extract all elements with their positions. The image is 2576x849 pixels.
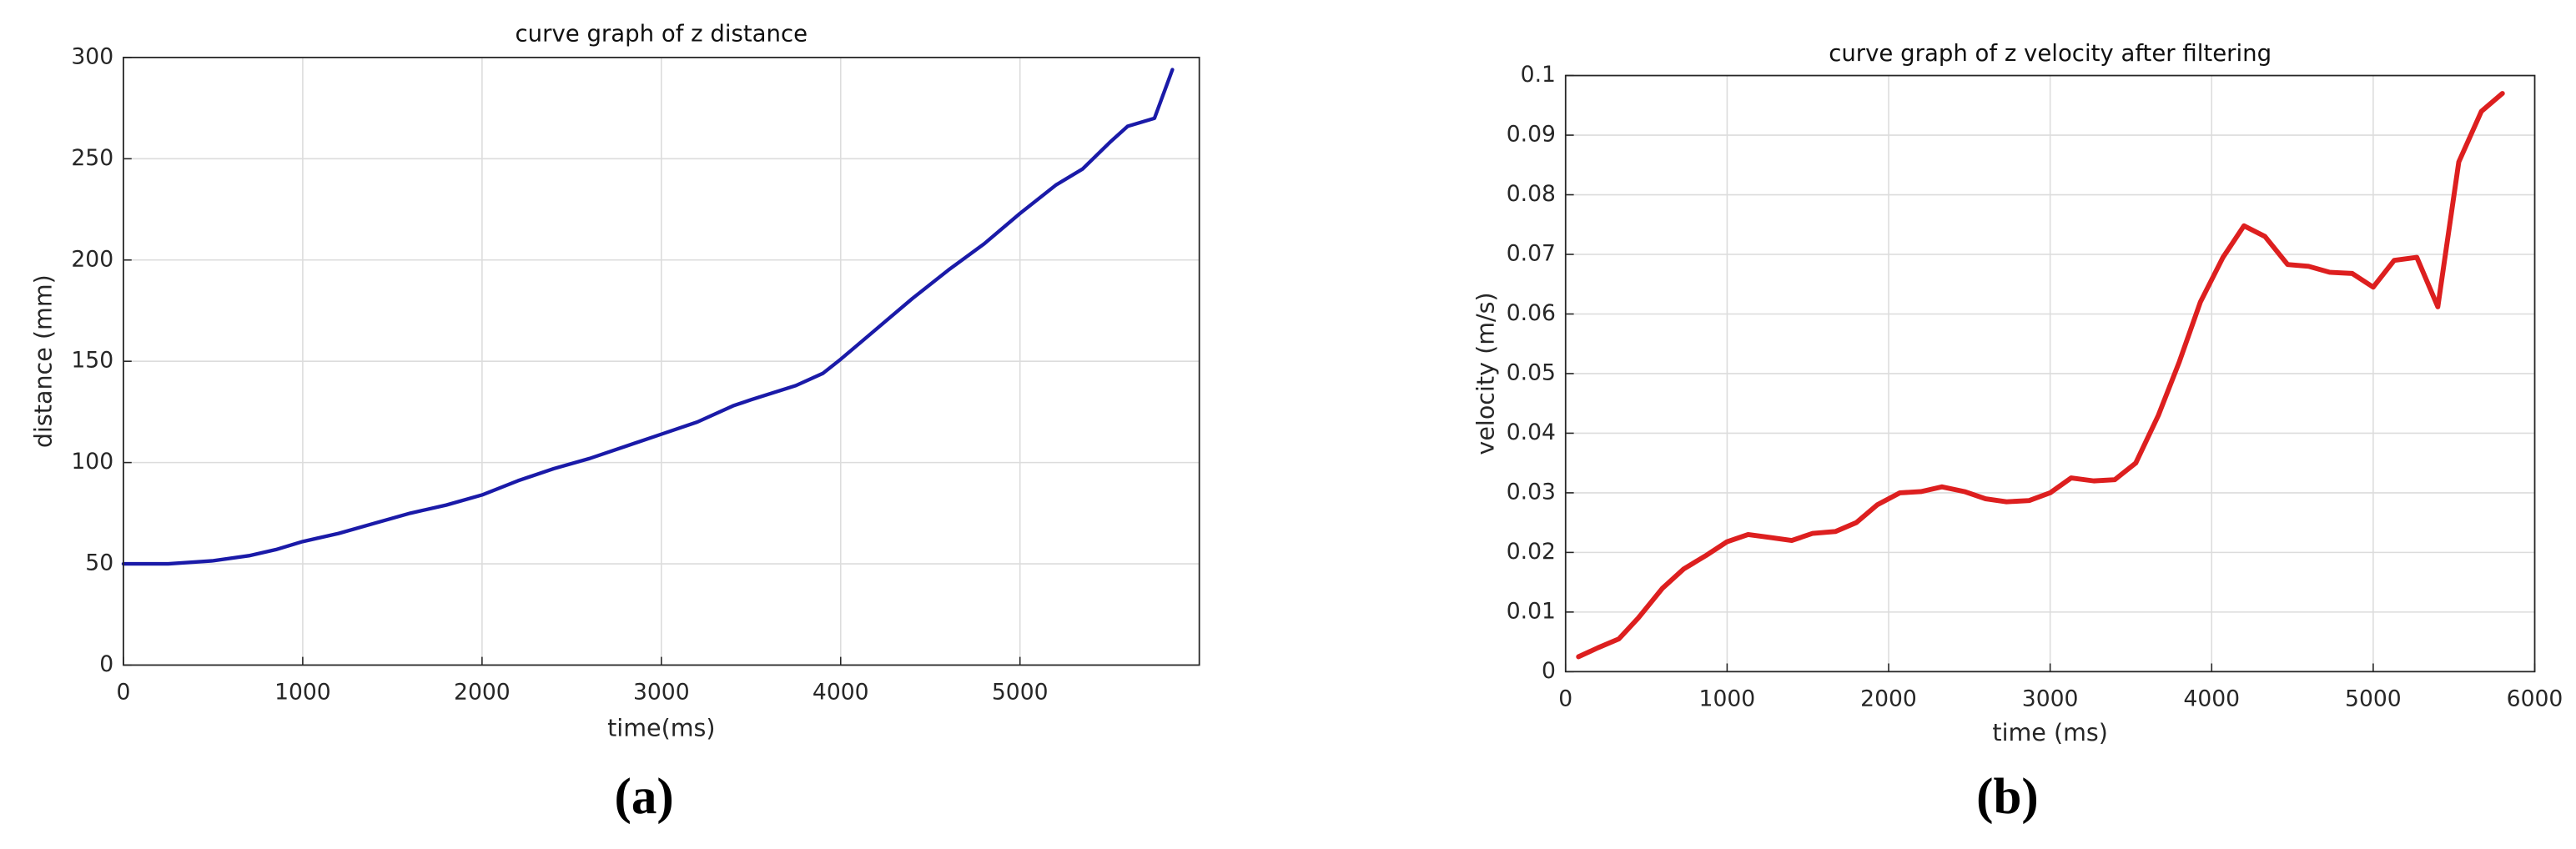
- y-tick-label: 0.03: [1507, 479, 1556, 505]
- y-tick-label: 0.01: [1507, 598, 1556, 624]
- x-tick-label: 2000: [1860, 686, 1917, 711]
- caption: (b): [1976, 769, 2039, 825]
- y-tick-label: 300: [71, 43, 113, 69]
- chart-title: curve graph of z distance: [516, 20, 808, 47]
- y-tick-label: 0.06: [1507, 300, 1556, 326]
- y-tick-label: 0.04: [1507, 419, 1556, 445]
- x-tick-label: 4000: [813, 679, 869, 705]
- x-tick-label: 5000: [992, 679, 1049, 705]
- chart: 0 0.01 0.02 0.03 0.04 0.05 0.06 0.07 0.08 0.09 0.1…: [1471, 40, 2563, 825]
- data-line: [121, 68, 1175, 566]
- y-tick-label: 0: [99, 651, 113, 677]
- plot-frame: [1564, 74, 2536, 673]
- x-tick-label: 5000: [2345, 686, 2402, 711]
- data-line: [1576, 91, 2505, 660]
- x-tick-label: 3000: [633, 679, 690, 705]
- y-tick-label: 150: [71, 348, 113, 374]
- plot-frame: [123, 57, 1200, 666]
- chart-title: curve graph of z velocity after filterin…: [1829, 40, 2272, 67]
- x-tick-label: 3000: [2022, 686, 2079, 711]
- caption: (a): [615, 769, 674, 825]
- y-tick-label: 0.07: [1507, 241, 1556, 267]
- y-axis-label: velocity (m/s): [1471, 292, 1499, 455]
- x-axis-label: time (ms): [1992, 718, 2108, 746]
- x-tick-label: 1000: [1699, 686, 1756, 711]
- y-tick-label: 50: [85, 550, 113, 576]
- y-axis-label: distance (mm): [28, 274, 57, 448]
- y-tick-label: 0.09: [1507, 122, 1556, 148]
- x-axis-label: time(ms): [607, 713, 715, 741]
- x-tick-label: 1000: [274, 679, 331, 705]
- x-tick-label: 0: [1558, 686, 1572, 711]
- x-tick-label: 2000: [454, 679, 511, 705]
- x-tick-label: 6000: [2507, 686, 2563, 711]
- x-tick-label: 0: [116, 679, 130, 705]
- y-tick-label: 250: [71, 145, 113, 171]
- y-tick-label: 200: [71, 246, 113, 272]
- x-tick-label: 4000: [2183, 686, 2240, 711]
- y-tick-label: 0.08: [1507, 181, 1556, 207]
- y-tick-label: 0: [1542, 658, 1556, 684]
- y-tick-label: 100: [71, 449, 113, 475]
- y-tick-label: 0.05: [1507, 359, 1556, 385]
- y-tick-label: 0.1: [1521, 62, 1556, 88]
- y-tick-label: 0.02: [1507, 539, 1556, 565]
